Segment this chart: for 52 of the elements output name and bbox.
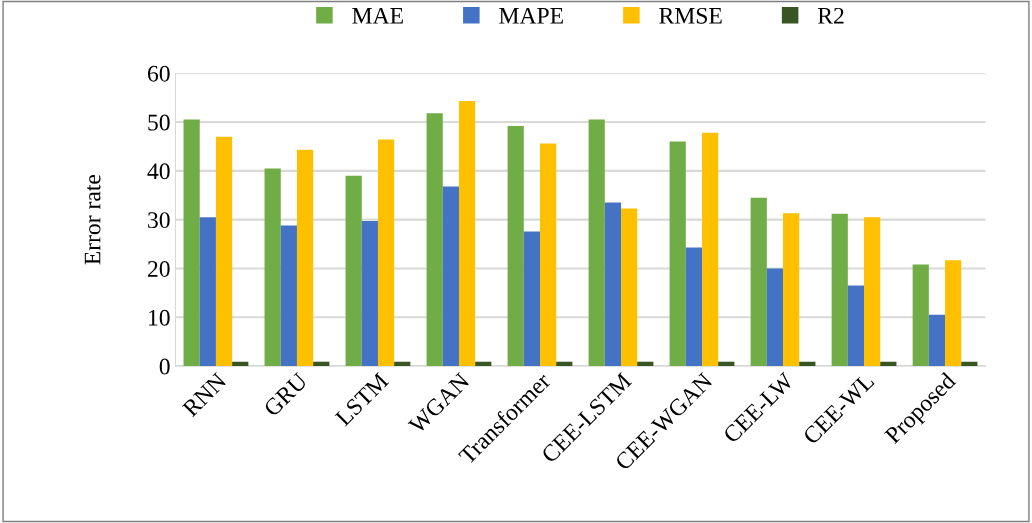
bar: [442, 186, 459, 367]
legend-label: RMSE: [659, 7, 722, 24]
bar: [604, 202, 622, 367]
bar: [750, 197, 767, 367]
y-tick-label: 40: [147, 163, 170, 180]
bar: [215, 136, 233, 367]
y-tick-label: 20: [148, 260, 170, 277]
bar: [783, 213, 800, 367]
bar: [361, 221, 378, 367]
bar: [702, 132, 719, 367]
bar: [199, 217, 216, 367]
bar: [718, 361, 735, 367]
bar: [799, 361, 816, 367]
legend-label: MAE: [352, 7, 403, 24]
bar: [912, 264, 929, 367]
bar: [669, 141, 686, 367]
bar: [458, 101, 476, 367]
y-tick-label: 10: [149, 309, 170, 326]
y-axis-title: Error rate: [84, 174, 101, 265]
bar: [831, 213, 848, 367]
bar: [507, 125, 524, 367]
bar: [345, 175, 362, 367]
bar: [685, 247, 703, 367]
bar: [232, 361, 249, 367]
y-tick-label: 50: [148, 114, 170, 131]
bar: [880, 361, 897, 367]
bar: [426, 113, 443, 367]
bar: [313, 361, 330, 367]
legend-label: R2: [817, 7, 844, 24]
bar: [637, 361, 654, 367]
bar: [766, 268, 784, 367]
legend-label: MAPE: [499, 7, 563, 24]
bar: [621, 208, 638, 367]
bar: [280, 225, 297, 367]
bar: [394, 361, 411, 367]
bar: [556, 361, 573, 367]
bar: [864, 217, 881, 367]
y-tick-label: 0: [159, 358, 170, 375]
bar: [588, 119, 605, 367]
bar: [523, 231, 540, 367]
bar: [183, 119, 200, 367]
bar: [377, 139, 395, 367]
bar: [539, 143, 557, 367]
bar: [475, 361, 492, 367]
bar: [264, 168, 281, 367]
bar: [945, 260, 962, 367]
bar: [847, 285, 865, 367]
y-tick-label: 60: [147, 65, 170, 82]
bar: [961, 361, 978, 367]
y-tick-label: 30: [148, 212, 170, 229]
bar: [928, 314, 946, 367]
bar: [296, 149, 314, 367]
